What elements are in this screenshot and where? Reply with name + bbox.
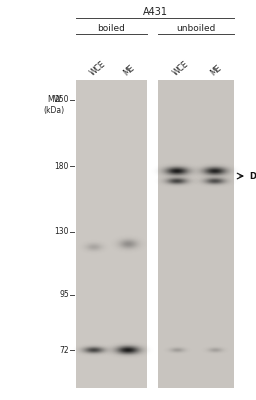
Text: 72: 72 <box>59 346 69 355</box>
Bar <box>147 80 158 388</box>
Text: WCE: WCE <box>171 60 190 78</box>
Text: DUOX1: DUOX1 <box>249 172 256 180</box>
Text: MW
(kDa): MW (kDa) <box>44 95 65 115</box>
Text: 180: 180 <box>55 162 69 170</box>
Text: 250: 250 <box>55 95 69 104</box>
Text: ME: ME <box>209 64 224 78</box>
Text: unboiled: unboiled <box>176 24 216 33</box>
Text: 130: 130 <box>55 227 69 236</box>
Text: A431: A431 <box>143 7 167 17</box>
Text: 95: 95 <box>59 290 69 299</box>
Bar <box>158 80 234 388</box>
Text: WCE: WCE <box>88 60 108 78</box>
Text: ME: ME <box>122 64 137 78</box>
Text: boiled: boiled <box>98 24 125 33</box>
Bar <box>76 80 147 388</box>
